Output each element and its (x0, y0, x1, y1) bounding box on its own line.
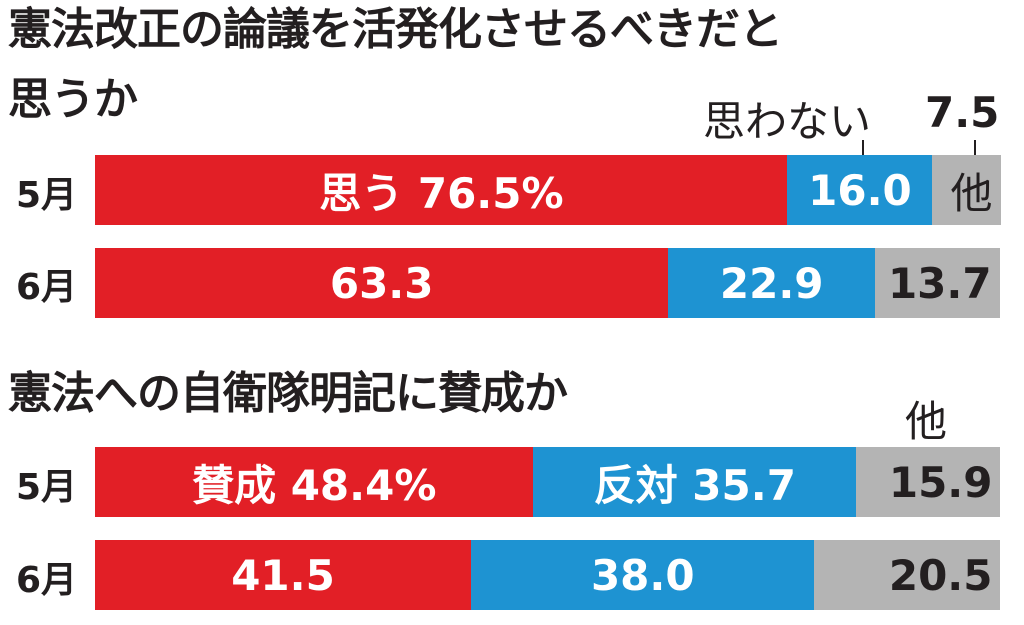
chart1-bar-may-red-segment: 思う 76.5% (95, 155, 788, 225)
chart1-bar-may-gray-segment: 他 (932, 155, 1001, 225)
chart1-title-line1: 憲法改正の論議を活発化させるべきだと (8, 4, 783, 55)
chart1-title-line2: 思うか (8, 74, 138, 125)
bar-data-label: 41.5 (231, 550, 335, 600)
chart1-bar-june-blue-segment: 22.9 (667, 248, 876, 318)
bar-data-label: 13.7 (887, 258, 992, 308)
chart2-bar-may-blue-segment: 反対 35.7 (533, 447, 857, 517)
chart2-title: 憲法への自衛隊明記に賛成か (8, 368, 568, 419)
chart2-bar-may-gray-segment: 15.9 (856, 447, 1001, 517)
chart1-leader-line-blue (862, 140, 864, 155)
bar-data-label: 15.9 (888, 457, 993, 507)
chart1-month-6: 6月 (16, 267, 78, 308)
chart2-month-5: 5月 (16, 467, 78, 508)
bar-data-label: 賛成 48.4% (192, 460, 437, 510)
chart2-bar-may-red-segment: 賛成 48.4% (95, 447, 534, 517)
chart2-annotation-other: 他 (905, 397, 948, 446)
bar-data-label: 38.0 (590, 550, 695, 600)
chart2-month-6: 6月 (16, 560, 78, 601)
bar-data-label: 他 (950, 168, 993, 218)
chart2-bar-june-gray-segment: 20.5 (814, 540, 1001, 610)
chart1-bar-june-red-segment: 63.3 (95, 248, 669, 318)
chart2-bar-june-blue-segment: 38.0 (470, 540, 815, 610)
chart1-bar-may-blue-segment: 16.0 (787, 155, 933, 225)
chart1-annotation-omowanai: 思わない (703, 97, 872, 146)
bar-data-label: 16.0 (808, 165, 912, 215)
chart1-annotation-other-value: 7.5 (925, 88, 1000, 137)
bar-data-label: 思う 76.5% (319, 168, 564, 218)
chart1-bar-june-gray-segment: 13.7 (875, 248, 1000, 318)
chart2-bar-june-red-segment: 41.5 (95, 540, 472, 610)
bar-data-label: 反対 35.7 (593, 460, 796, 510)
bar-data-label: 63.3 (329, 258, 434, 308)
chart1-month-5: 5月 (16, 175, 78, 216)
bar-data-label: 22.9 (719, 258, 824, 308)
chart1-leader-line-gray (974, 140, 976, 155)
bar-data-label: 20.5 (888, 550, 993, 600)
